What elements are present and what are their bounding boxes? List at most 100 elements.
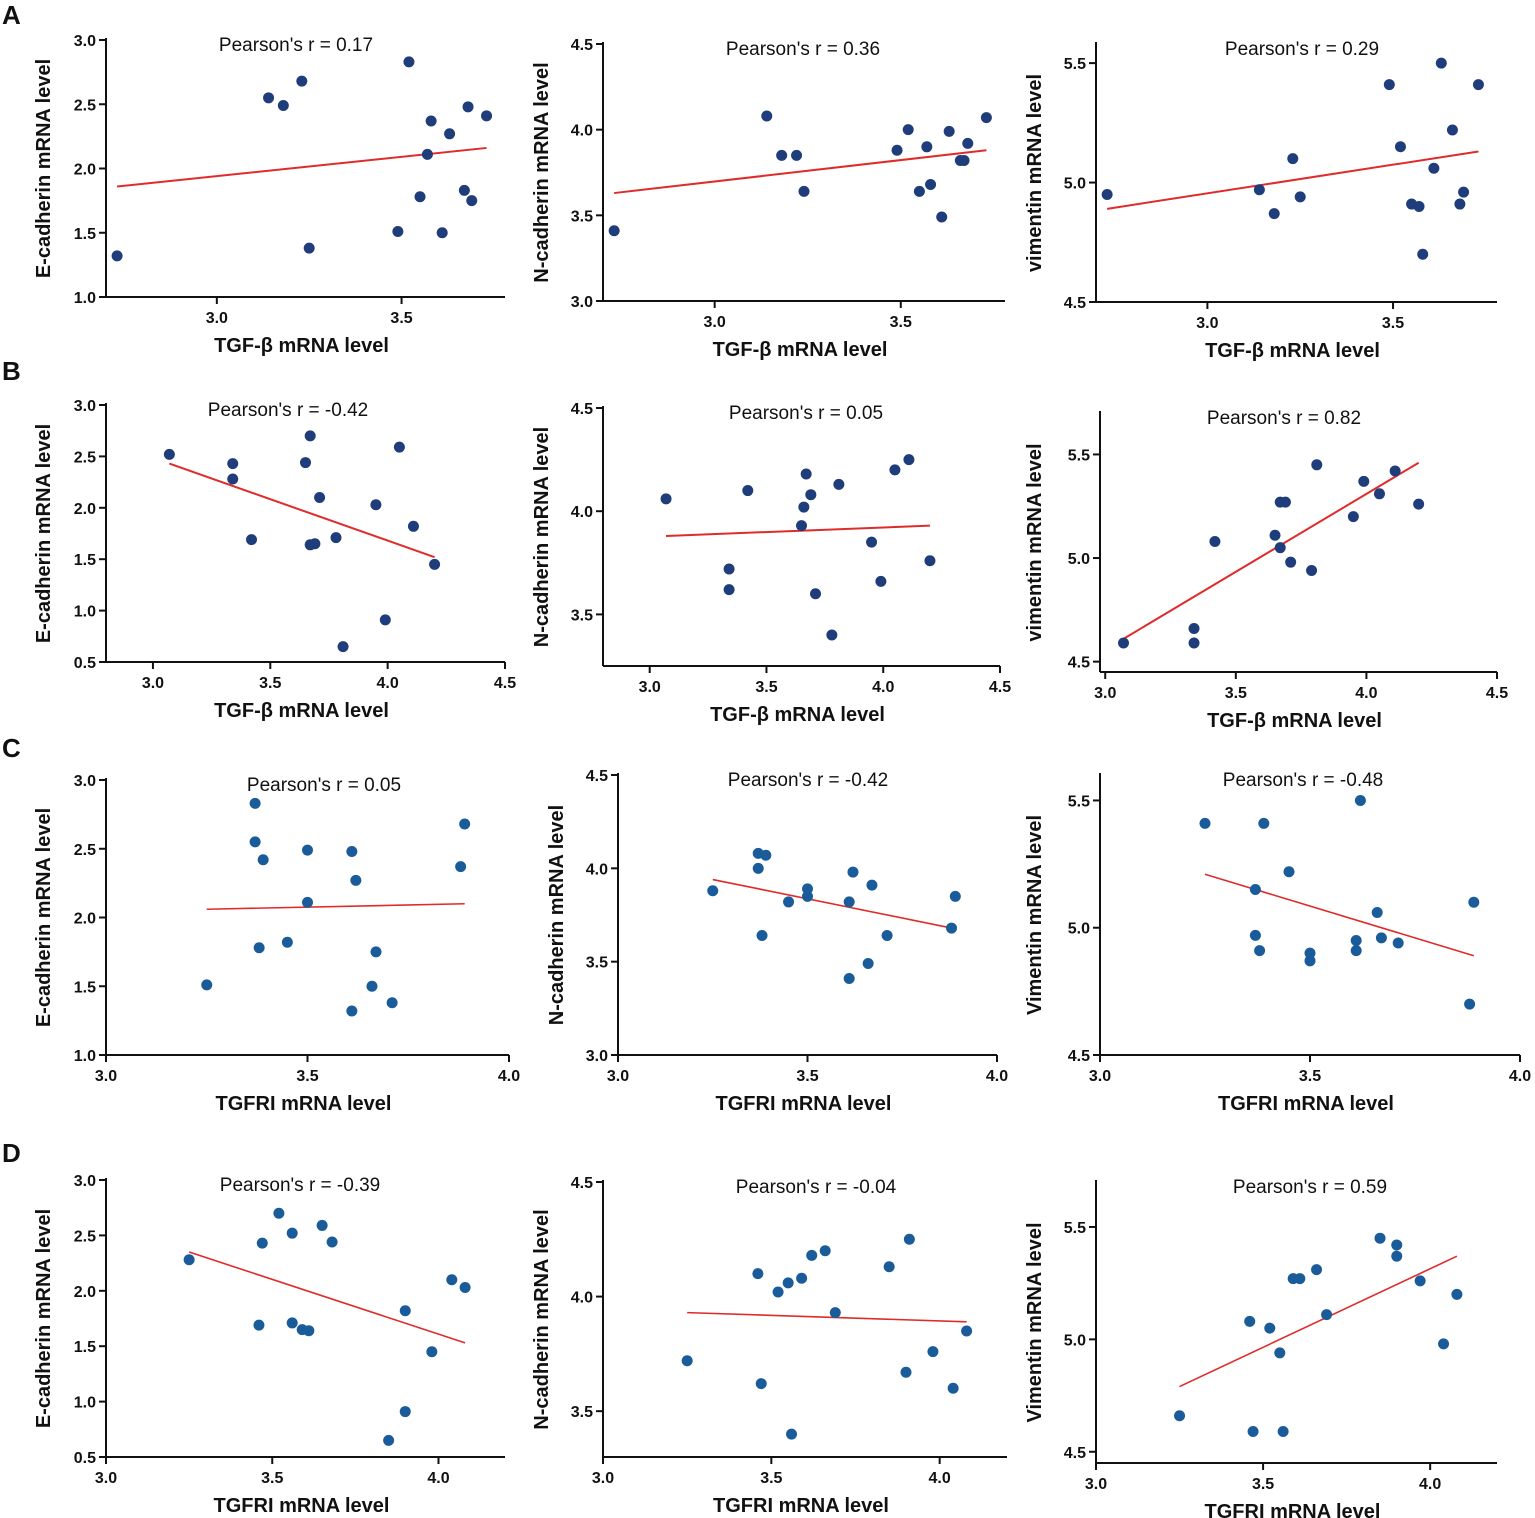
- chart-a3-x-tick-label: 3.0: [1196, 315, 1218, 332]
- chart-d3-data-point: [1438, 1338, 1450, 1350]
- chart-b1-x-tick-label: 3.0: [142, 675, 164, 692]
- chart-a2-y-tick-label: 3.0: [571, 294, 593, 311]
- chart-d3-x-label: TGFRI mRNA level: [1205, 1501, 1381, 1518]
- chart-d2-data-point: [782, 1277, 794, 1289]
- chart-c2-y-tick-label: 3.0: [586, 1048, 608, 1065]
- chart-a2-x-label: TGF-β mRNA level: [713, 339, 888, 361]
- chart-d3-data-point: [1451, 1288, 1463, 1300]
- chart-a1-data-point: [111, 250, 123, 262]
- chart-b2-data-point: [826, 629, 838, 641]
- chart-d3-data-point: [1264, 1322, 1276, 1334]
- chart-c2: 3.0 3.5 4.0 4.5 3.0 3.5 4.0 TGFRI mRNA level N-c…: [546, 768, 1008, 1115]
- chart-c2-data-point: [946, 922, 958, 934]
- chart-a1-y-label: E-cadherin mRNA level: [33, 59, 55, 278]
- chart-c1-data-point: [302, 844, 313, 856]
- chart-a1-x-tick-label: 3.0: [206, 310, 228, 327]
- chart-a2-data-point: [936, 211, 948, 223]
- chart-c1-data-point: [253, 942, 265, 954]
- chart-a1-data-point: [466, 195, 478, 207]
- chart-d2-data-point: [681, 1355, 693, 1367]
- chart-c3-data-point: [1375, 932, 1387, 944]
- chart-b1-data-point: [304, 430, 316, 442]
- chart-b1-data-point: [429, 558, 441, 570]
- chart-b2-x-tick-label: 3.5: [755, 679, 777, 696]
- chart-c3-regression-line: [1204, 873, 1475, 957]
- chart-b1-data-point: [370, 499, 382, 511]
- chart-c3-data-point: [1354, 794, 1366, 806]
- chart-a3-data-point: [1294, 191, 1306, 203]
- chart-a2-data-point: [925, 178, 937, 190]
- chart-c3-data-point: [1249, 884, 1261, 896]
- chart-c3-data-point: [1254, 945, 1266, 957]
- chart-d3-data-point: [1391, 1239, 1403, 1251]
- chart-b2-data-point: [924, 555, 936, 567]
- chart-b2-data-point: [810, 588, 822, 600]
- chart-d3-y-tick-label: 5.5: [1064, 1220, 1086, 1237]
- chart-b2-data-point: [723, 584, 735, 596]
- chart-c2-correlation-label: Pearson's r = -0.42: [728, 770, 888, 791]
- chart-a3-data-point: [1417, 248, 1429, 260]
- chart-a1-data-point: [462, 101, 474, 113]
- panel-label-b: B: [2, 356, 21, 386]
- chart-c1-x-tick-label: 3.5: [296, 1068, 318, 1085]
- chart-a2-x-tick-label: 3.5: [890, 314, 912, 331]
- chart-b3-x-tick-label: 3.5: [1225, 685, 1247, 702]
- chart-a2-data-point: [798, 185, 810, 197]
- chart-a3-data-point: [1454, 198, 1466, 210]
- chart-d2: 3.5 4.0 4.5 3.0 3.5 4.0 TGFRI mRNA level N-cadh…: [531, 1175, 1007, 1517]
- chart-a1-data-point: [458, 184, 470, 196]
- chart-c2-data-point: [843, 972, 855, 984]
- chart-a3-x-label: TGF-β mRNA level: [1205, 340, 1380, 362]
- chart-d1-data-point: [303, 1325, 315, 1337]
- chart-a3-data-point: [1458, 186, 1470, 198]
- chart-b3-x-tick-label: 3.0: [1094, 685, 1116, 702]
- chart-d3-data-point: [1174, 1410, 1186, 1422]
- chart-c1-y-tick-label: 1.5: [74, 979, 96, 996]
- chart-d2-data-point: [796, 1272, 808, 1284]
- chart-b2-x-tick-label: 3.0: [639, 679, 661, 696]
- chart-a3-x-tick-label: 3.5: [1382, 315, 1404, 332]
- chart-d2-data-point: [947, 1382, 959, 1394]
- chart-d2-data-point: [883, 1261, 895, 1273]
- chart-a1-y-tick-label: 1.0: [74, 290, 96, 307]
- chart-d1-data-point: [326, 1236, 338, 1248]
- chart-b1-x-tick-label: 3.5: [259, 675, 281, 692]
- chart-d1-data-point: [383, 1434, 395, 1446]
- chart-c1-data-point: [249, 836, 261, 848]
- chart-d1: 0.5 1.0 1.5 2.0 2.5 3.0 3.0 3.5 4.0 TGFRI mRNA le…: [33, 1173, 505, 1517]
- chart-d1-data-point: [286, 1227, 298, 1239]
- chart-d2-y-tick-label: 4.0: [571, 1290, 593, 1307]
- panel-label-a: A: [2, 0, 21, 30]
- chart-b2-data-point: [903, 454, 915, 466]
- chart-d1-x-tick-label: 4.0: [427, 1470, 449, 1487]
- chart-c1-y-tick-label: 2.5: [74, 842, 96, 859]
- chart-b3-y-tick-label: 5.0: [1068, 551, 1090, 568]
- chart-a2-data-point: [913, 185, 925, 197]
- chart-c3-y-tick-label: 5.0: [1068, 921, 1090, 938]
- chart-a1-x-tick-label: 3.5: [390, 310, 412, 327]
- chart-d3-y-tick-label: 5.0: [1064, 1332, 1086, 1349]
- chart-b1-y-tick-label: 2.5: [74, 449, 96, 466]
- chart-a3-data-point: [1394, 141, 1406, 153]
- chart-a1-data-point: [421, 148, 433, 160]
- chart-c2-y-label: N-cadherin mRNA level: [546, 805, 568, 1025]
- chart-d1-data-point: [459, 1281, 471, 1293]
- chart-d3-data-point: [1311, 1264, 1323, 1276]
- chart-b2-data-point: [798, 501, 810, 513]
- chart-a1-data-point: [277, 100, 289, 112]
- chart-b1: 0.5 1.0 1.5 2.0 2.5 3.0 3.0 3.5 4.0 4.5 TGF-β mRNA…: [33, 398, 516, 722]
- chart-a1-data-point: [392, 225, 404, 237]
- chart-c3-y-tick-label: 5.5: [1068, 793, 1090, 810]
- chart-a3-y-tick-label: 5.0: [1064, 176, 1086, 193]
- chart-c2-x-label: TGFRI mRNA level: [716, 1093, 892, 1115]
- chart-c1-data-point: [350, 874, 362, 886]
- chart-a2-correlation-label: Pearson's r = 0.36: [726, 39, 880, 60]
- chart-d3-x-tick-label: 3.0: [1085, 1476, 1107, 1493]
- chart-b3-data-point: [1413, 498, 1425, 510]
- chart-c2-y-tick-label: 4.5: [586, 768, 608, 785]
- chart-d1-y-tick-label: 1.0: [74, 1395, 96, 1412]
- chart-d1-y-label: E-cadherin mRNA level: [33, 1209, 55, 1428]
- chart-d3-data-point: [1374, 1232, 1386, 1244]
- chart-c1-data-point: [346, 1005, 358, 1017]
